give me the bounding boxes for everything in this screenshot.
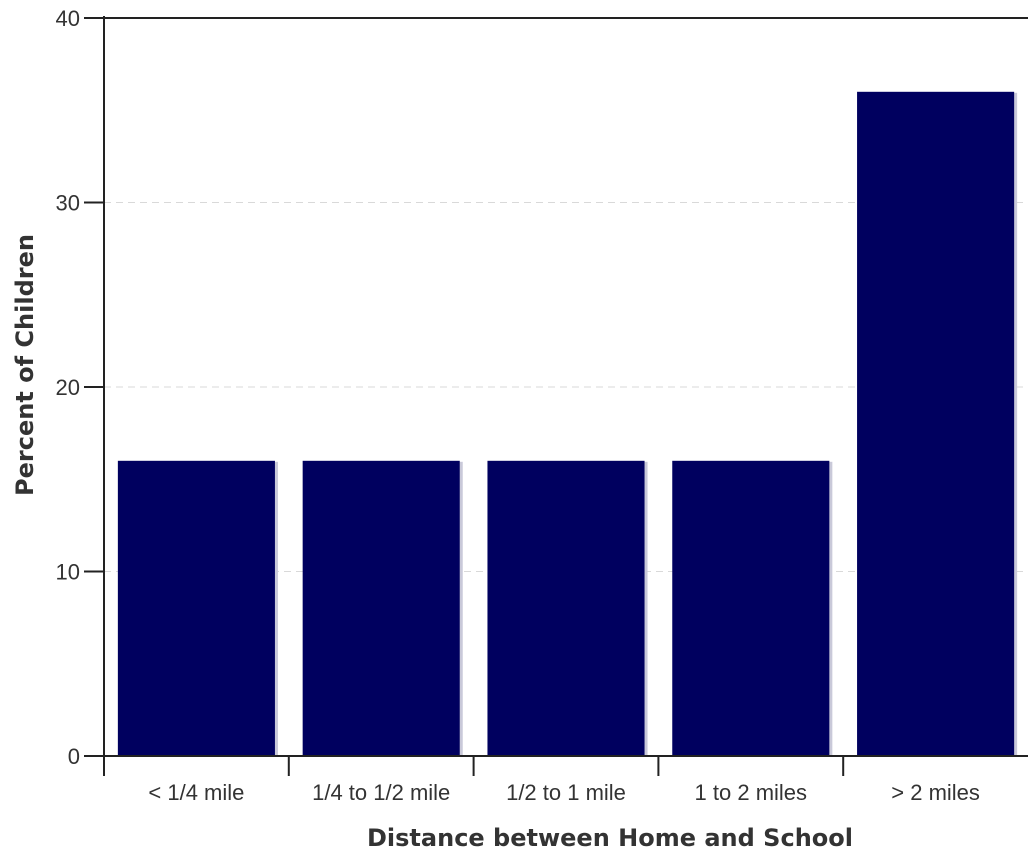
bar-4 (857, 91, 1015, 757)
bars (117, 91, 1018, 757)
y-tick-label: 40 (56, 6, 80, 31)
x-category-label: 1 to 2 miles (695, 780, 808, 805)
x-category-label: 1/4 to 1/2 mile (312, 780, 450, 805)
bar-3 (672, 460, 830, 756)
x-category-label: 1/2 to 1 mile (506, 780, 626, 805)
y-tick-label: 30 (56, 191, 80, 216)
y-tick-label: 20 (56, 375, 80, 400)
bar-1 (302, 460, 460, 756)
y-tick-label: 10 (56, 560, 80, 585)
x-category-label: > 2 miles (891, 780, 980, 805)
x-axis-title: Distance between Home and School (367, 824, 853, 852)
bar-2 (487, 460, 645, 756)
y-axis-title: Percent of Children (11, 234, 39, 496)
y-tick-label: 0 (68, 744, 80, 769)
tick-labels: 0 10 20 30 40 < 1/4 mile 1/4 to 1/2 mile 1/2 to… (56, 6, 980, 805)
bar-0 (117, 460, 275, 756)
axes (84, 16, 1028, 776)
x-category-label: < 1/4 mile (148, 780, 244, 805)
